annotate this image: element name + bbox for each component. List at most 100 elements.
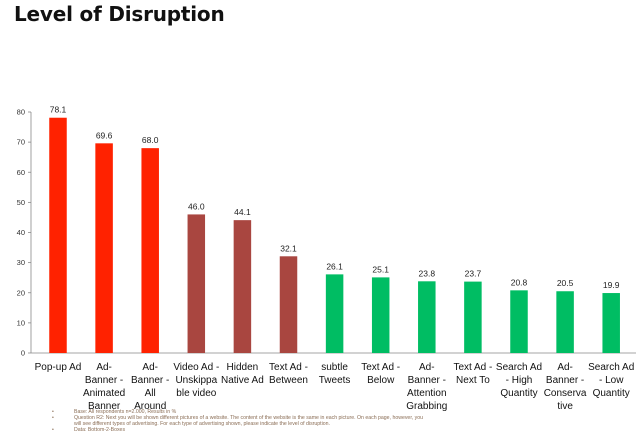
category-label-line: Search Ad	[496, 362, 542, 373]
value-label: 44.1	[234, 207, 251, 217]
y-tick-label: 70	[17, 138, 25, 147]
value-label: 23.8	[419, 268, 436, 278]
category-label-line: ble video	[176, 388, 216, 399]
bar	[556, 291, 574, 353]
category-label-line: Ad-	[557, 362, 573, 373]
category-label-line: Animated	[83, 388, 125, 399]
category-label: Search Ad - Low Quantity	[588, 362, 634, 399]
category-label: Ad- Banner - Attention Grabbing	[406, 362, 447, 412]
y-tick-label: 50	[17, 198, 25, 207]
bar	[95, 143, 113, 353]
category-label: Video Ad - Unskippa ble video	[173, 362, 219, 399]
bar	[187, 214, 206, 353]
footnote-text: Question R2: Next you will be shown diff…	[74, 415, 424, 421]
category-label-line: Native Ad	[221, 375, 264, 386]
category-label: Text Ad - Between	[269, 362, 308, 386]
y-tick-label: 20	[17, 288, 25, 297]
category-label-line: Around	[134, 401, 166, 412]
category-label: Ad- Banner - All Around	[131, 362, 169, 412]
y-tick-label: 40	[17, 228, 25, 237]
y-tick-label: 80	[17, 108, 25, 117]
category-label-line: subtle	[321, 362, 348, 373]
value-label: 46.0	[188, 201, 205, 211]
bar	[233, 220, 252, 353]
category-label-line: All	[145, 388, 156, 399]
category-label-line: Ad-	[142, 362, 158, 373]
category-label-line: - High	[506, 375, 533, 386]
footnote-bullet: •	[52, 427, 54, 433]
footnote-text: Base: All respondents n=2.000, Results i…	[74, 409, 177, 415]
value-label: 68.0	[142, 135, 159, 145]
footnote-4: • Data: Bottom-2-Boxes	[52, 427, 637, 433]
category-label-line: Search Ad	[588, 362, 634, 373]
category-label-line: Ad-	[96, 362, 112, 373]
category-label-line: Video Ad -	[173, 362, 219, 373]
value-label: 32.1	[280, 243, 297, 253]
category-label: Pop-up Ad	[35, 362, 82, 373]
category-label: Ad- Banner - Animated Banner	[83, 362, 125, 412]
category-label-line: Below	[367, 375, 395, 386]
footnotes: • Base: All respondents n=2.000, Results…	[52, 409, 637, 433]
bar	[602, 293, 620, 353]
category-labels: Pop-up Ad Ad- Banner - Animated Banner Ad- Ban…	[35, 362, 635, 412]
category-label-line: Next To	[456, 375, 490, 386]
category-label-line: Text Ad -	[453, 362, 492, 373]
category-label-line: Unskippa	[175, 375, 217, 386]
category-label-line: Banner -	[408, 375, 446, 386]
bar	[141, 148, 159, 353]
category-label: subtle Tweets	[319, 362, 351, 386]
category-label-line: Hidden	[227, 362, 259, 373]
value-label: 26.1	[326, 261, 343, 271]
value-label: 25.1	[372, 264, 389, 274]
y-tick-label: 0	[21, 349, 25, 358]
value-label: 69.6	[96, 130, 113, 140]
category-label-line: Attention	[407, 388, 446, 399]
category-label-line: - Low	[599, 375, 624, 386]
category-label-line: Pop-up Ad	[35, 362, 82, 373]
footnote-bullet: •	[52, 409, 54, 415]
value-label: 20.5	[557, 278, 574, 288]
category-label-line: Between	[269, 375, 308, 386]
value-label: 23.7	[465, 269, 482, 279]
category-label-line: Tweets	[319, 375, 351, 386]
category-label-line: Banner -	[131, 375, 169, 386]
category-label: Text Ad - Below	[361, 362, 400, 386]
bar	[49, 117, 67, 353]
bar	[510, 290, 528, 353]
footnote-2: • Question R2: Next you will be shown di…	[52, 415, 637, 421]
category-label-line: Conserva	[544, 388, 587, 399]
value-label: 78.1	[50, 105, 67, 115]
category-label: Hidden Native Ad	[221, 362, 264, 386]
category-label-line: tive	[557, 401, 573, 412]
bar	[418, 281, 436, 353]
bar	[371, 277, 390, 353]
y-tick-label: 30	[17, 258, 25, 267]
value-label: 19.9	[603, 280, 620, 290]
footnote-1: • Base: All respondents n=2.000, Results…	[52, 409, 637, 415]
category-label-line: Grabbing	[406, 401, 447, 412]
category-label-line: Banner -	[546, 375, 584, 386]
category-label-line: Quantity	[500, 388, 537, 399]
category-label-line: Ad-	[419, 362, 435, 373]
category-label-line: Text Ad -	[269, 362, 308, 373]
category-label: Ad- Banner - Conserva tive	[544, 362, 587, 412]
footnote-text: will see different types of advertising.…	[74, 421, 330, 427]
bars	[49, 117, 620, 353]
category-label-line: Text Ad -	[361, 362, 400, 373]
bar	[325, 274, 344, 353]
value-labels: 78.1 69.6 68.0 46.0 44.1 32.1 26.1 25.1 23.8 23.7…	[50, 105, 620, 290]
y-tick-label: 10	[17, 318, 25, 327]
footnote-3: will see different types of advertising.…	[52, 421, 637, 427]
bar	[279, 256, 298, 353]
footnote-text: Data: Bottom-2-Boxes	[74, 427, 126, 433]
value-label: 20.8	[511, 277, 528, 287]
footnote-bullet: •	[52, 415, 54, 421]
category-label: Search Ad - High Quantity	[496, 362, 542, 399]
bar	[464, 281, 482, 353]
category-label: Text Ad - Next To	[453, 362, 492, 386]
category-label-line: Banner	[88, 401, 121, 412]
category-label-line: Banner -	[85, 375, 123, 386]
category-label-line: Quantity	[593, 388, 630, 399]
y-tick-label: 60	[17, 168, 25, 177]
